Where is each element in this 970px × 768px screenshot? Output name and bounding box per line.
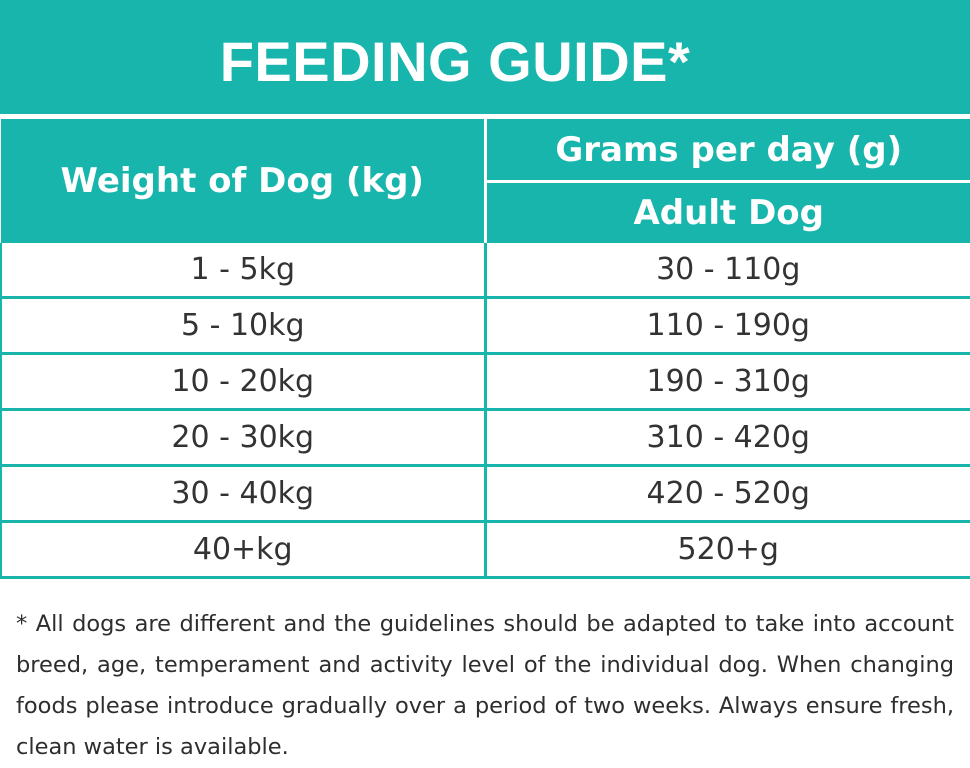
weight-cell: 30 - 40kg bbox=[0, 465, 487, 523]
weight-cell: 20 - 30kg bbox=[0, 409, 487, 467]
weight-cell: 5 - 10kg bbox=[0, 297, 487, 355]
grams-cell: 420 - 520g bbox=[483, 465, 970, 523]
page-title: FEEDING GUIDE* bbox=[219, 29, 691, 93]
grams-cell: 310 - 420g bbox=[483, 409, 970, 467]
table-header-row: Weight of Dog (kg) Grams per day (g) bbox=[1, 119, 970, 243]
header-grams-per-day: Grams per day (g) bbox=[485, 119, 970, 183]
footnote: * All dogs are different and the guideli… bbox=[16, 611, 954, 760]
grams-cell: 520+g bbox=[483, 521, 970, 579]
table-row: 40+kg 520+g bbox=[0, 521, 970, 579]
grams-cell: 30 - 110g bbox=[483, 243, 970, 299]
feeding-guide-table: Weight of Dog (kg) Grams per day (g) Adu… bbox=[0, 119, 970, 579]
title-banner: FEEDING GUIDE* bbox=[0, 0, 970, 114]
grams-cell: 110 - 190g bbox=[483, 297, 970, 355]
weight-cell: 10 - 20kg bbox=[0, 353, 487, 411]
table-row: 1 - 5kg 30 - 110g bbox=[0, 243, 970, 299]
table-row: 20 - 30kg 310 - 420g bbox=[0, 409, 970, 467]
weight-cell: 1 - 5kg bbox=[0, 243, 487, 299]
table-row: 5 - 10kg 110 - 190g bbox=[0, 297, 970, 355]
header-adult-dog: Adult Dog bbox=[485, 181, 970, 243]
table-row: 30 - 40kg 420 - 520g bbox=[0, 465, 970, 523]
table-row: 10 - 20kg 190 - 310g bbox=[0, 353, 970, 411]
header-weight: Weight of Dog (kg) bbox=[1, 119, 487, 243]
grams-cell: 190 - 310g bbox=[483, 353, 970, 411]
weight-cell: 40+kg bbox=[0, 521, 487, 579]
table-subheader-row: Adult Dog bbox=[1, 181, 970, 243]
